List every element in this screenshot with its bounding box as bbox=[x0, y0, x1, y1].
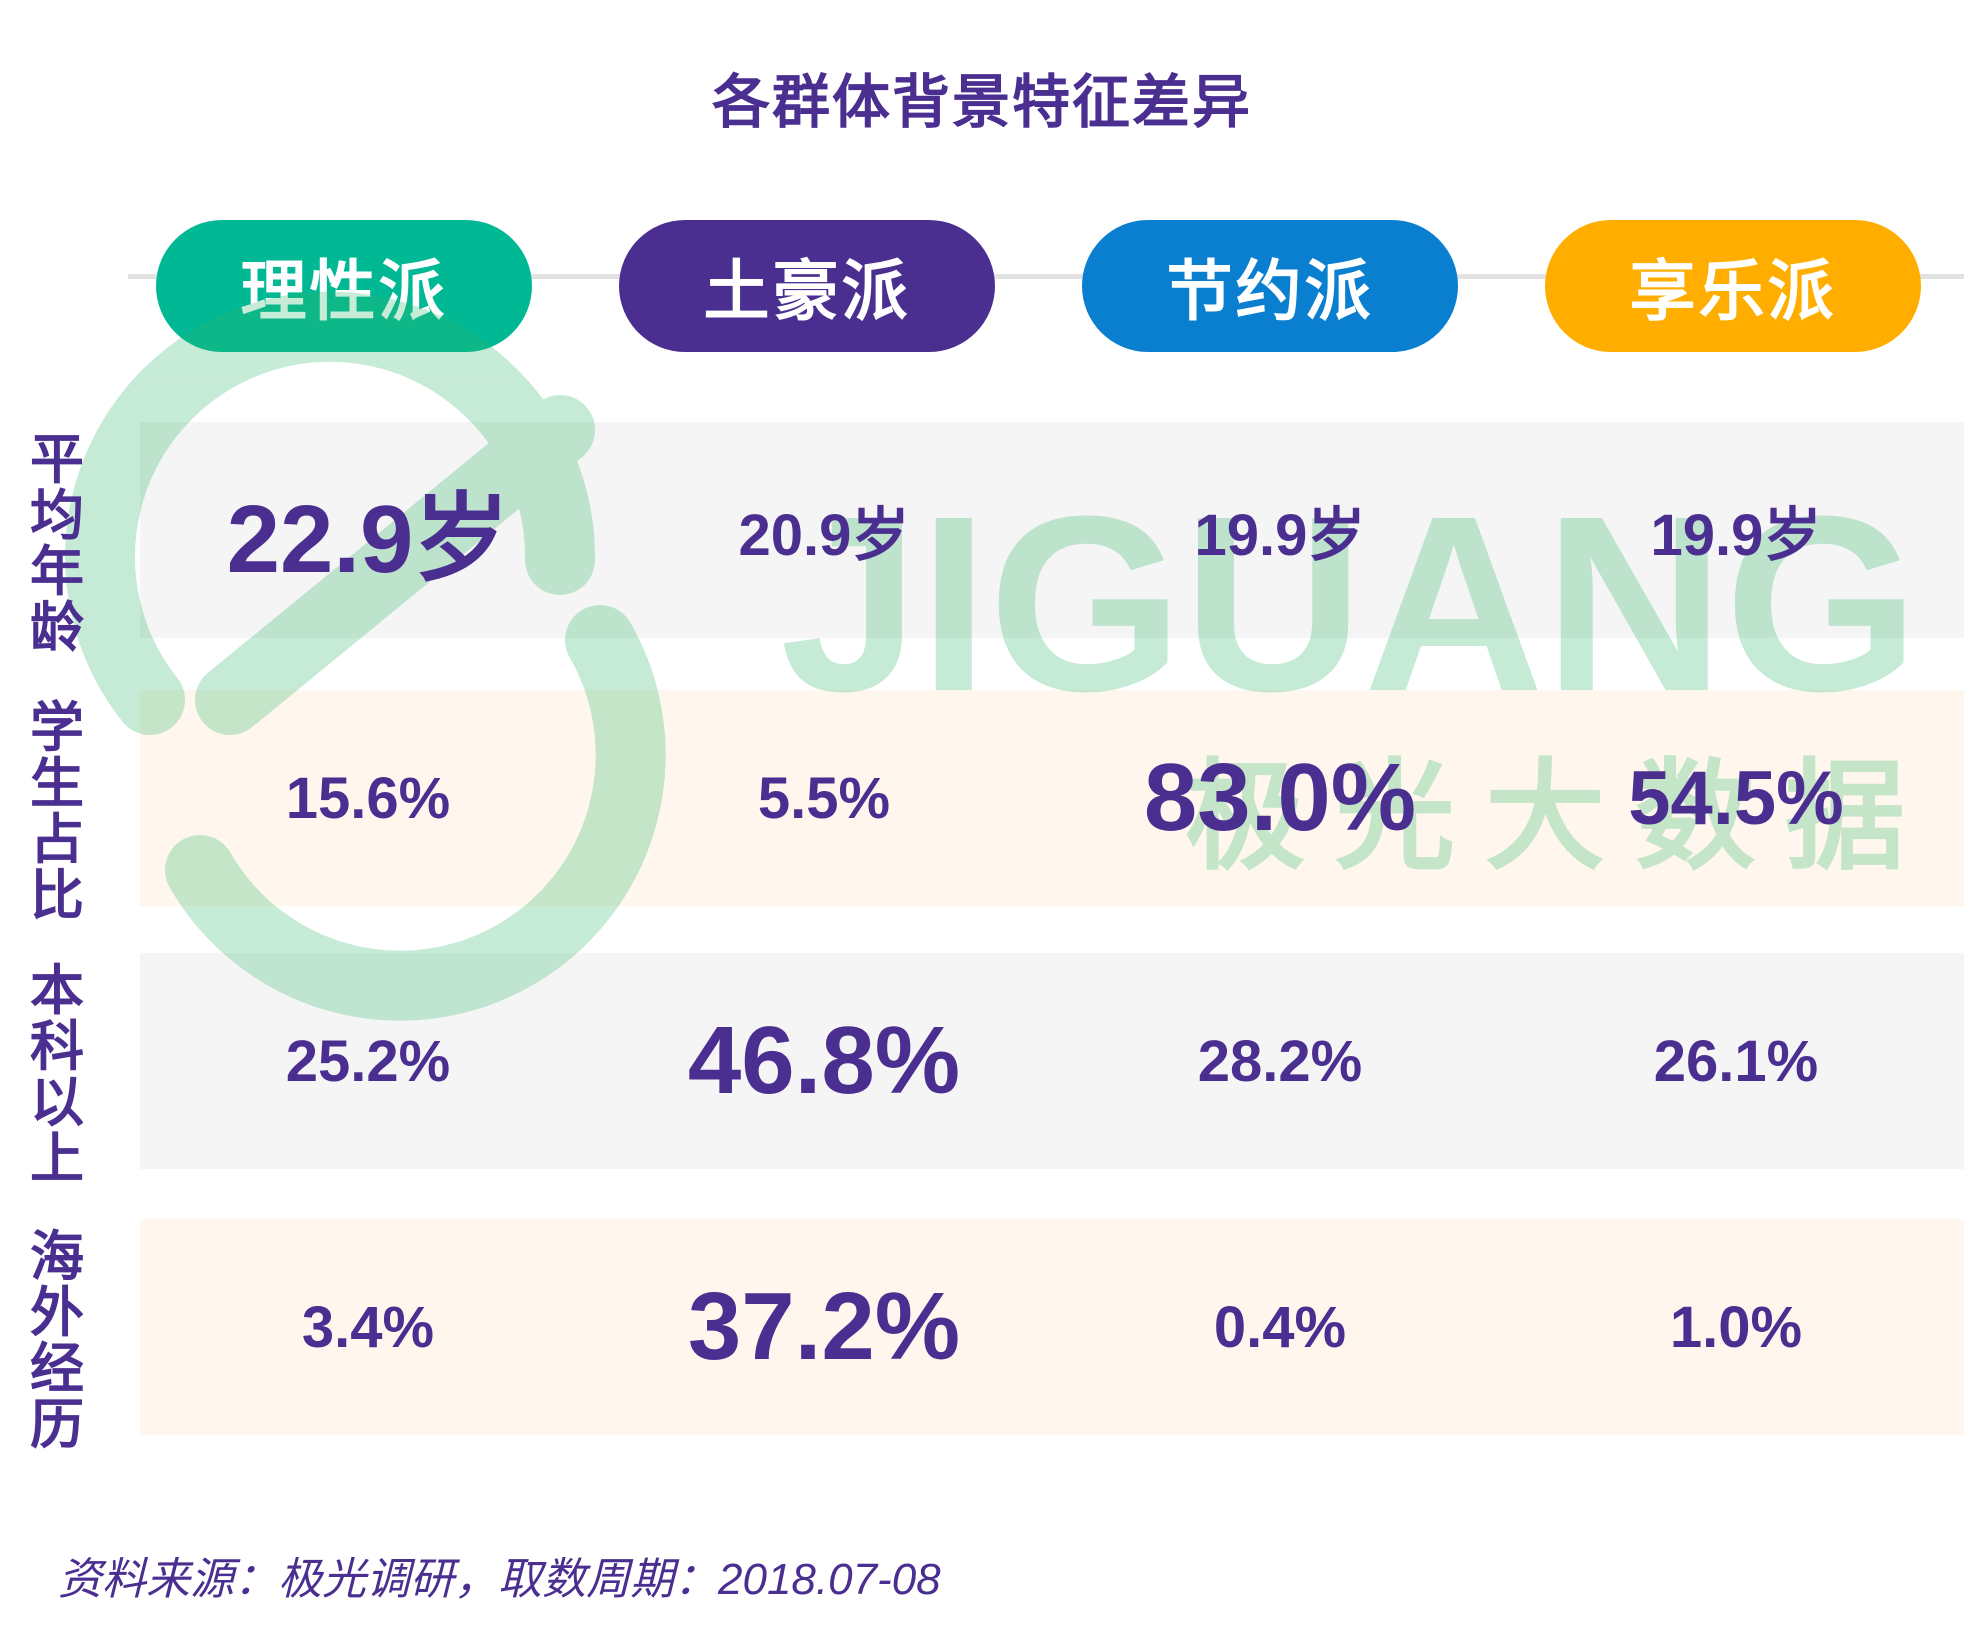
cell-age-frugal: 19.9岁 bbox=[1194, 503, 1366, 568]
row-label-student: 学生占比 bbox=[30, 698, 84, 926]
header-divider bbox=[128, 274, 1964, 279]
group-pill-hedonic: 享乐派 bbox=[1545, 220, 1921, 352]
cell-student-frugal: 83.0% bbox=[1143, 744, 1417, 851]
cell-age-rich: 20.9岁 bbox=[738, 503, 910, 568]
cell-overseas-rational: 3.4% bbox=[301, 1294, 435, 1360]
row-label-age: 平均年龄 bbox=[30, 430, 84, 658]
row-background-overseas bbox=[140, 1219, 1964, 1435]
chart-title: 各群体背景特征差异 bbox=[711, 70, 1252, 135]
cell-degree-hedonic: 26.1% bbox=[1653, 1028, 1819, 1094]
cell-student-rich: 5.5% bbox=[757, 765, 891, 831]
source-note: 资料来源：极光调研，取数周期：2018.07-08 bbox=[58, 1555, 941, 1604]
group-pill-rich: 土豪派 bbox=[619, 220, 995, 352]
cell-degree-rational: 25.2% bbox=[285, 1028, 451, 1094]
cell-student-hedonic: 54.5% bbox=[1628, 755, 1844, 841]
row-background-degree bbox=[140, 953, 1964, 1169]
cell-student-rational: 15.6% bbox=[285, 765, 451, 831]
cell-age-hedonic: 19.9岁 bbox=[1650, 503, 1822, 568]
row-background-student bbox=[140, 690, 1964, 906]
group-pill-rational: 理性派 bbox=[156, 220, 532, 352]
cell-overseas-frugal: 0.4% bbox=[1213, 1294, 1347, 1360]
cell-degree-rich: 46.8% bbox=[687, 1007, 961, 1114]
cell-overseas-hedonic: 1.0% bbox=[1669, 1294, 1803, 1360]
cell-age-rational: 22.9岁 bbox=[226, 485, 510, 593]
group-pill-frugal: 节约派 bbox=[1082, 220, 1458, 352]
row-label-overseas: 海外经历 bbox=[30, 1227, 84, 1455]
cell-degree-frugal: 28.2% bbox=[1197, 1028, 1363, 1094]
row-background-age bbox=[140, 422, 1964, 638]
cell-overseas-rich: 37.2% bbox=[687, 1273, 961, 1380]
row-label-degree: 本科以上 bbox=[30, 961, 84, 1189]
